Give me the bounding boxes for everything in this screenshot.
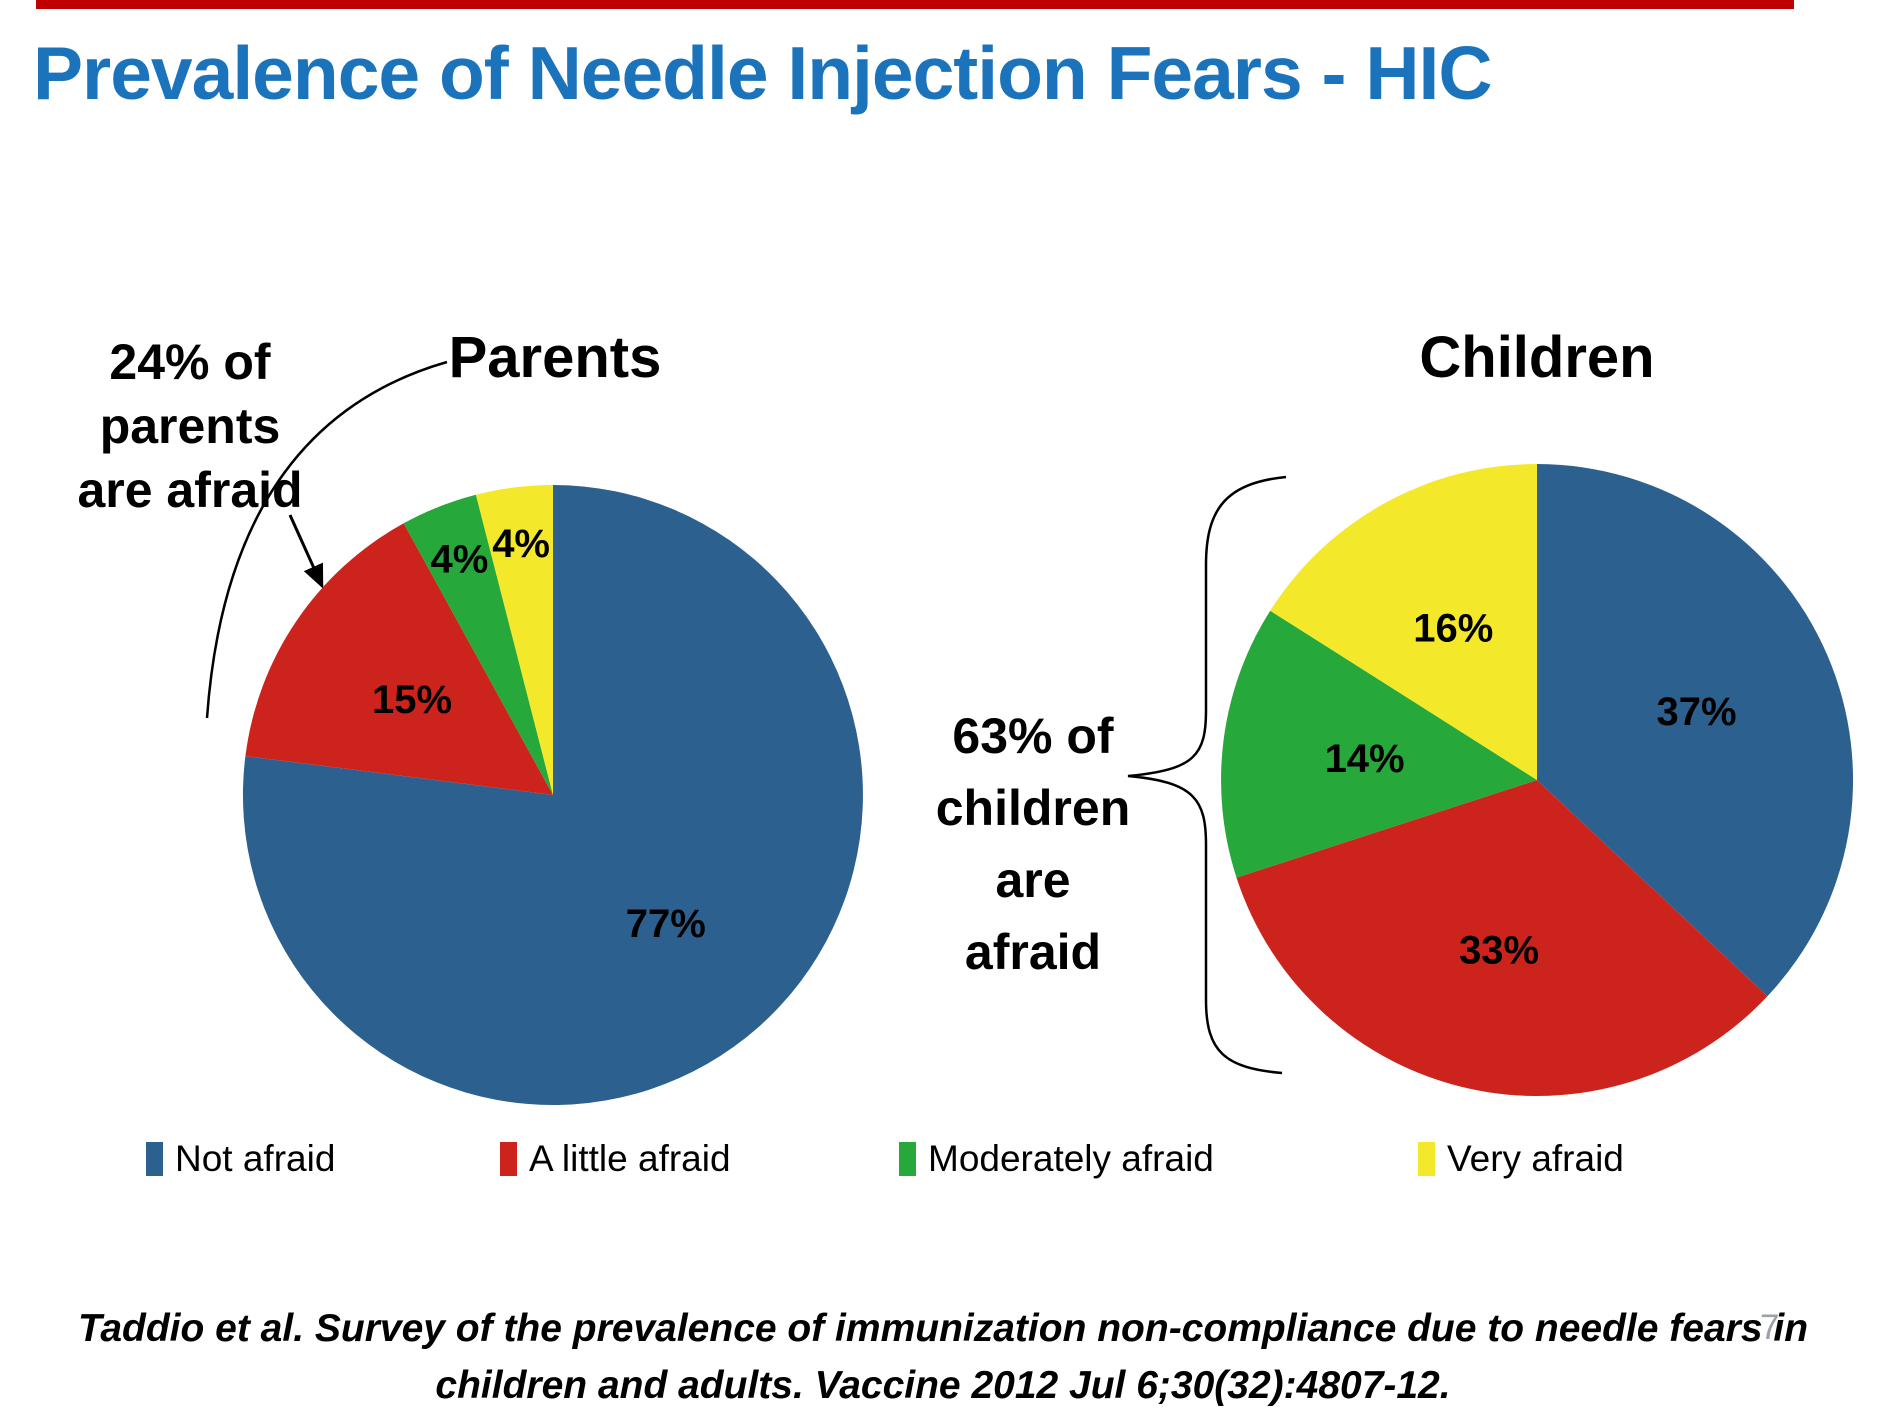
- parents-callout-note: 24% of parents are afraid: [77, 334, 303, 518]
- pie-slice-label: 77%: [626, 902, 706, 946]
- pie-slice-not-afraid: [1537, 464, 1854, 997]
- legend-label: A little afraid: [529, 1138, 731, 1179]
- children-callout-brace: [1127, 475, 1287, 1075]
- chart-legend: Not afraid A little afraid Moderately af…: [0, 1138, 1886, 1184]
- legend-swatch-not-afraid: [146, 1142, 163, 1176]
- parents-pie-title: Parents: [448, 325, 662, 390]
- legend-label: Moderately afraid: [928, 1138, 1214, 1179]
- legend-swatch-very-afraid: [1418, 1142, 1435, 1176]
- parents-callout-arc: [205, 360, 448, 719]
- top-accent-bar: [36, 0, 1794, 9]
- legend-item-moderately-afraid: Moderately afraid: [899, 1138, 1214, 1180]
- legend-label: Very afraid: [1447, 1138, 1624, 1179]
- legend-item-very-afraid: Very afraid: [1418, 1138, 1624, 1180]
- page-number: 7: [1760, 1308, 1780, 1347]
- pie-slice-a-little-afraid: [245, 523, 553, 795]
- pie-slice-moderately-afraid: [1221, 610, 1537, 878]
- pie-slice-label: 33%: [1459, 929, 1539, 973]
- pie-parents: 77% 15% 4% 4%: [242, 484, 863, 1105]
- legend-item-a-little-afraid: A little afraid: [500, 1138, 731, 1180]
- parents-callout-arrow: [288, 514, 324, 589]
- pie-slice-very-afraid: [475, 484, 553, 795]
- pie-slice-label: 37%: [1656, 690, 1736, 734]
- pie-children: 37% 33% 14% 16%: [1221, 464, 1854, 1096]
- children-pie-title: Children: [1419, 325, 1655, 390]
- legend-swatch-a-little-afraid: [500, 1142, 517, 1176]
- pie-slice-a-little-afraid: [1236, 780, 1768, 1096]
- legend-swatch-moderately-afraid: [899, 1142, 916, 1176]
- pie-slice-very-afraid: [1270, 464, 1537, 780]
- citation: Taddio et al. Survey of the prevalence o…: [77, 1307, 1809, 1407]
- legend-item-not-afraid: Not afraid: [146, 1138, 335, 1180]
- slide-title: Prevalence of Needle Injection Fears - H…: [33, 31, 1493, 115]
- legend-label: Not afraid: [175, 1138, 336, 1179]
- pie-slice-not-afraid: [242, 485, 863, 1105]
- pie-slice-label: 15%: [372, 678, 452, 722]
- pie-slice-label: 16%: [1413, 607, 1493, 651]
- children-callout-note: 63% of children are afraid: [935, 708, 1131, 980]
- pie-slice-label: 4%: [430, 538, 488, 582]
- pie-slice-label: 14%: [1325, 737, 1405, 781]
- pie-slice-label: 4%: [492, 522, 550, 566]
- pie-slice-moderately-afraid: [403, 494, 553, 795]
